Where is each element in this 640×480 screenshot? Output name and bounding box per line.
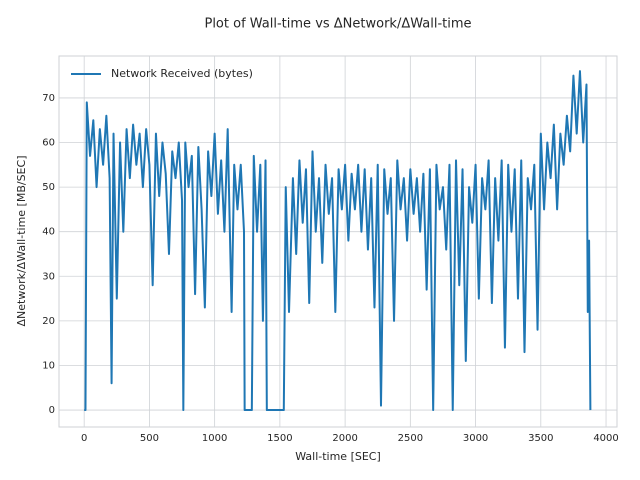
chart-title: Plot of Wall-time vs ΔNetwork/ΔWall-time bbox=[204, 17, 471, 32]
x-tick-label: 3500 bbox=[528, 433, 553, 444]
y-tick-label: 70 bbox=[42, 93, 55, 104]
x-axis-label: Wall-time [SEC] bbox=[295, 450, 381, 463]
x-tick-label: 1500 bbox=[267, 433, 292, 444]
x-tick-label: 2000 bbox=[332, 433, 357, 444]
y-tick-label: 30 bbox=[42, 271, 55, 282]
y-tick-label: 0 bbox=[49, 405, 55, 416]
x-tick-label: 4000 bbox=[593, 433, 618, 444]
x-tick-label: 1000 bbox=[202, 433, 227, 444]
x-tick-label: 3000 bbox=[463, 433, 488, 444]
x-tick-label: 0 bbox=[81, 433, 87, 444]
y-tick-label: 50 bbox=[42, 182, 55, 193]
y-axis-label: ΔNetwork/ΔWall-time [MB/SEC] bbox=[15, 156, 28, 327]
plot-frame bbox=[58, 55, 618, 428]
y-tick-label: 60 bbox=[42, 138, 55, 149]
y-tick-label: 40 bbox=[42, 227, 55, 238]
x-tick-label: 500 bbox=[140, 433, 159, 444]
y-tick-label: 20 bbox=[42, 316, 55, 327]
y-tick-label: 10 bbox=[42, 360, 55, 371]
legend-label: Network Received (bytes) bbox=[111, 67, 253, 80]
data-line bbox=[84, 70, 592, 412]
x-tick-label: 2500 bbox=[398, 433, 423, 444]
